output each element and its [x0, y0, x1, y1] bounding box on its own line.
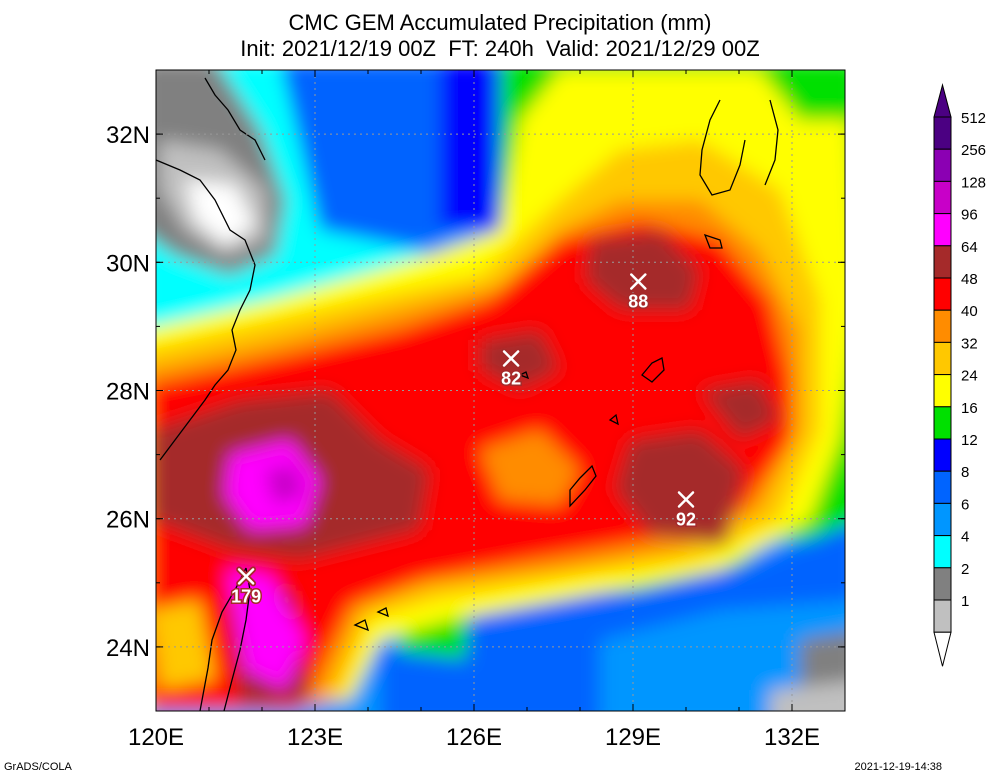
precipitation-field	[156, 70, 845, 711]
colorbar-label: 4	[961, 529, 969, 546]
colorbar-swatch	[933, 502, 952, 537]
longitude-axis: 120E 123E 126E 129E 132E	[128, 70, 846, 751]
timestamp-label: 2021-12-19-14:38	[854, 761, 942, 773]
maximum-value: 88	[628, 292, 648, 312]
colorbar-swatch	[933, 470, 952, 504]
colorbar-swatch	[933, 567, 952, 601]
lon-label: 120E	[128, 724, 184, 751]
colorbar-label: 1	[961, 593, 969, 610]
lat-lon-grid	[155, 70, 845, 711]
lat-label: 24N	[106, 635, 150, 662]
lon-label: 132E	[764, 724, 820, 751]
colorbar-swatch	[933, 341, 952, 376]
maximum-marker: 88	[627, 271, 650, 313]
lon-label: 123E	[287, 724, 343, 751]
colorbar-swatch	[933, 438, 952, 472]
lat-label: 26N	[106, 507, 150, 534]
colorbar-swatch	[933, 180, 952, 215]
china-coastline	[156, 159, 256, 461]
maximum-value: 82	[501, 368, 521, 388]
colorbar-label: 40	[961, 303, 978, 320]
colorbar-label: 64	[961, 239, 978, 256]
colorbar-swatch	[933, 406, 952, 440]
colorbar-label: 512	[961, 110, 986, 127]
maxima-markers: 88 82 92 179	[230, 271, 698, 608]
lon-label: 129E	[605, 724, 661, 751]
maximum-value: 179	[231, 586, 261, 606]
colorbar-top-arrow	[933, 83, 952, 118]
colorbar-swatch	[933, 116, 952, 150]
colorbar-swatch	[933, 374, 952, 408]
colorbar-swatch	[933, 309, 952, 343]
lat-label: 28N	[106, 379, 150, 406]
colorbar-swatch	[933, 213, 952, 247]
colorbar-label: 48	[961, 271, 978, 288]
colorbar-swatch	[933, 599, 952, 633]
colorbar-bottom-arrow	[933, 631, 952, 667]
colorbar-label: 128	[961, 174, 986, 191]
colorbar-label: 96	[961, 207, 978, 224]
lat-label: 32N	[106, 122, 150, 149]
credit-label: GrADS/COLA	[4, 761, 72, 773]
colorbar-swatch	[933, 535, 952, 569]
lon-label: 126E	[446, 724, 502, 751]
colorbar-label: 32	[961, 335, 978, 352]
maximum-marker: 82	[500, 348, 523, 390]
colorbar-label: 2	[961, 561, 969, 578]
colorbar-swatch	[933, 148, 952, 182]
chart-title: CMC GEM Accumulated Precipitation (mm)	[288, 10, 712, 35]
maximum-marker: 92	[674, 489, 698, 531]
colorbar-label: 24	[961, 368, 978, 385]
maximum-marker: 179	[230, 566, 263, 608]
lat-label: 30N	[106, 250, 150, 277]
colorbar-swatch	[933, 277, 952, 311]
colorbar-label: 8	[961, 464, 969, 481]
maximum-value: 92	[676, 509, 696, 529]
colorbar-label: 16	[961, 400, 978, 417]
colorbar-label: 12	[961, 432, 978, 449]
chart-subtitle: Init: 2021/12/19 00Z FT: 240h Valid: 202…	[240, 36, 760, 61]
colorbar-swatch	[933, 245, 952, 279]
latitude-axis: 32N 30N 28N 26N 24N	[106, 69, 845, 712]
colorbar-label: 6	[961, 496, 969, 513]
colorbar-label: 256	[961, 142, 986, 159]
